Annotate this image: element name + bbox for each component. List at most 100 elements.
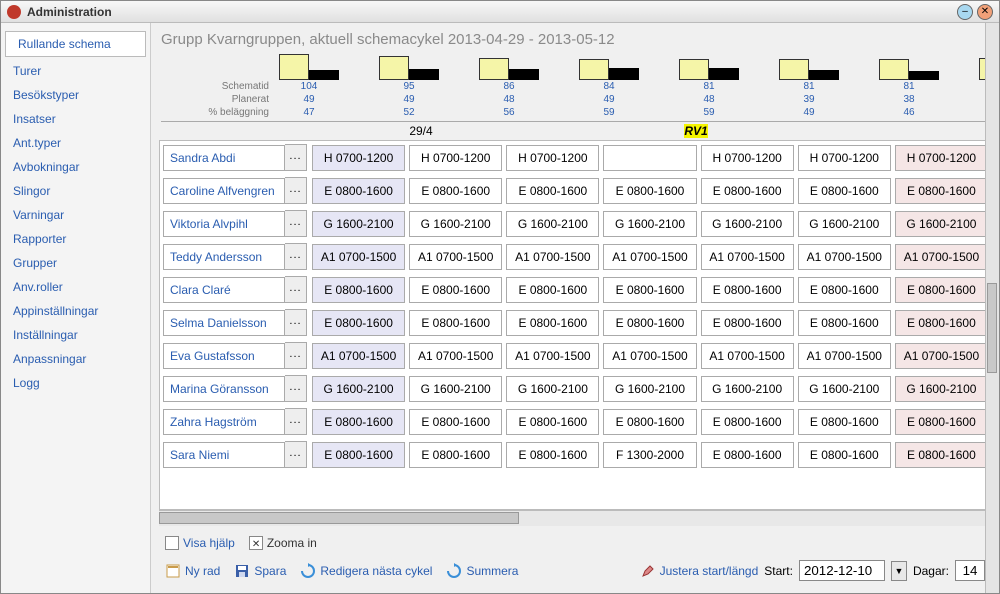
shift-cell[interactable]: A1 0700-1500	[506, 343, 599, 369]
shift-cell[interactable]: E 0800-1600	[409, 442, 502, 468]
shift-cell[interactable]: E 0800-1600	[701, 409, 794, 435]
employee-menu-button[interactable]: ...	[285, 210, 307, 237]
shift-cell[interactable]: F 1300-2000	[603, 442, 696, 468]
shift-cell[interactable]: E 0800-1600	[701, 178, 794, 204]
employee-name[interactable]: Eva Gustafsson	[163, 343, 285, 369]
employee-menu-button[interactable]: ...	[285, 309, 307, 336]
shift-cell[interactable]: G 1600-2100	[701, 211, 794, 237]
shift-cell[interactable]: G 1600-2100	[312, 211, 405, 237]
shift-cell[interactable]: E 0800-1600	[798, 409, 891, 435]
start-date-input[interactable]	[799, 560, 885, 581]
shift-cell[interactable]: E 0800-1600	[798, 310, 891, 336]
shift-cell[interactable]: E 0800-1600	[701, 442, 794, 468]
horizontal-scrollbar[interactable]	[159, 510, 991, 526]
ny-rad-button[interactable]: Ny rad	[165, 563, 220, 579]
shift-cell[interactable]: A1 0700-1500	[895, 244, 988, 270]
shift-cell[interactable]: A1 0700-1500	[409, 244, 502, 270]
shift-cell[interactable]: A1 0700-1500	[701, 244, 794, 270]
shift-cell[interactable]: H 0700-1200	[312, 145, 405, 171]
shift-cell[interactable]: A1 0700-1500	[506, 244, 599, 270]
shift-cell[interactable]: G 1600-2100	[409, 376, 502, 402]
shift-cell[interactable]: G 1600-2100	[603, 376, 696, 402]
sidebar-item-5[interactable]: Avbokningar	[1, 155, 150, 179]
shift-cell[interactable]: E 0800-1600	[312, 178, 405, 204]
sidebar-item-7[interactable]: Varningar	[1, 203, 150, 227]
shift-cell[interactable]: A1 0700-1500	[603, 343, 696, 369]
sidebar-item-8[interactable]: Rapporter	[1, 227, 150, 251]
shift-cell[interactable]: E 0800-1600	[798, 277, 891, 303]
shift-cell[interactable]: E 0800-1600	[506, 178, 599, 204]
employee-name[interactable]: Sandra Abdi	[163, 145, 285, 171]
shift-cell[interactable]: E 0800-1600	[895, 409, 988, 435]
start-date-dropdown[interactable]: ▼	[891, 561, 907, 581]
shift-cell[interactable]: G 1600-2100	[506, 376, 599, 402]
shift-cell[interactable]: E 0800-1600	[895, 442, 988, 468]
employee-name[interactable]: Sara Niemi	[163, 442, 285, 468]
sidebar-item-14[interactable]: Logg	[1, 371, 150, 395]
shift-cell[interactable]: E 0800-1600	[603, 310, 696, 336]
employee-name[interactable]: Selma Danielsson	[163, 310, 285, 336]
employee-menu-button[interactable]: ...	[285, 243, 307, 270]
dagar-input[interactable]	[955, 560, 985, 581]
shift-cell[interactable]: G 1600-2100	[798, 211, 891, 237]
employee-menu-button[interactable]: ...	[285, 441, 307, 468]
shift-cell[interactable]: E 0800-1600	[701, 310, 794, 336]
shift-cell[interactable]: H 0700-1200	[409, 145, 502, 171]
sidebar-item-2[interactable]: Besökstyper	[1, 83, 150, 107]
sidebar-item-1[interactable]: Turer	[1, 59, 150, 83]
shift-cell[interactable]: G 1600-2100	[312, 376, 405, 402]
shift-cell[interactable]: E 0800-1600	[506, 277, 599, 303]
justera-button[interactable]: Justera start/längd	[640, 563, 759, 579]
employee-menu-button[interactable]: ...	[285, 144, 307, 171]
shift-cell[interactable]: A1 0700-1500	[701, 343, 794, 369]
minimize-button[interactable]: –	[957, 4, 973, 20]
summera-button[interactable]: Summera	[446, 563, 518, 579]
shift-cell[interactable]: E 0800-1600	[895, 277, 988, 303]
shift-cell[interactable]: H 0700-1200	[701, 145, 794, 171]
sidebar-item-0[interactable]: Rullande schema	[5, 31, 146, 57]
shift-cell[interactable]: E 0800-1600	[701, 277, 794, 303]
shift-cell[interactable]: E 0800-1600	[506, 442, 599, 468]
shift-cell[interactable]: G 1600-2100	[895, 211, 988, 237]
shift-cell[interactable]: A1 0700-1500	[798, 343, 891, 369]
zooma-in-checkbox[interactable]: Zooma in	[249, 536, 317, 550]
shift-cell[interactable]: E 0800-1600	[506, 409, 599, 435]
shift-cell[interactable]: H 0700-1200	[506, 145, 599, 171]
employee-name[interactable]: Caroline Alfvengren	[163, 178, 285, 204]
shift-cell[interactable]: G 1600-2100	[701, 376, 794, 402]
employee-menu-button[interactable]: ...	[285, 375, 307, 402]
vscroll-thumb[interactable]	[987, 283, 997, 373]
sidebar-item-12[interactable]: Inställningar	[1, 323, 150, 347]
employee-menu-button[interactable]: ...	[285, 177, 307, 204]
sidebar-item-11[interactable]: Appinställningar	[1, 299, 150, 323]
shift-cell[interactable]: A1 0700-1500	[312, 244, 405, 270]
employee-menu-button[interactable]: ...	[285, 408, 307, 435]
shift-cell[interactable]: A1 0700-1500	[409, 343, 502, 369]
employee-menu-button[interactable]: ...	[285, 342, 307, 369]
shift-cell[interactable]: E 0800-1600	[312, 409, 405, 435]
close-button[interactable]: ✕	[977, 4, 993, 20]
shift-cell[interactable]: E 0800-1600	[798, 442, 891, 468]
sidebar-item-4[interactable]: Ant.typer	[1, 131, 150, 155]
sidebar-item-13[interactable]: Anpassningar	[1, 347, 150, 371]
shift-cell[interactable]: E 0800-1600	[409, 310, 502, 336]
shift-cell[interactable]: E 0800-1600	[409, 277, 502, 303]
shift-cell[interactable]: G 1600-2100	[409, 211, 502, 237]
redigera-button[interactable]: Redigera nästa cykel	[300, 563, 432, 579]
shift-cell[interactable]: A1 0700-1500	[798, 244, 891, 270]
vertical-scrollbar[interactable]	[985, 23, 999, 593]
shift-cell[interactable]: E 0800-1600	[312, 310, 405, 336]
shift-cell[interactable]: A1 0700-1500	[312, 343, 405, 369]
shift-cell[interactable]: E 0800-1600	[409, 178, 502, 204]
shift-cell[interactable]: G 1600-2100	[506, 211, 599, 237]
employee-name[interactable]: Clara Claré	[163, 277, 285, 303]
shift-cell[interactable]: G 1600-2100	[603, 211, 696, 237]
employee-name[interactable]: Marina Göransson	[163, 376, 285, 402]
shift-cell[interactable]: A1 0700-1500	[895, 343, 988, 369]
shift-cell[interactable]: E 0800-1600	[312, 442, 405, 468]
shift-cell[interactable]: E 0800-1600	[603, 178, 696, 204]
shift-cell[interactable]: G 1600-2100	[895, 376, 988, 402]
shift-cell[interactable]: A1 0700-1500	[603, 244, 696, 270]
shift-cell[interactable]: E 0800-1600	[506, 310, 599, 336]
shift-cell[interactable]: E 0800-1600	[895, 310, 988, 336]
